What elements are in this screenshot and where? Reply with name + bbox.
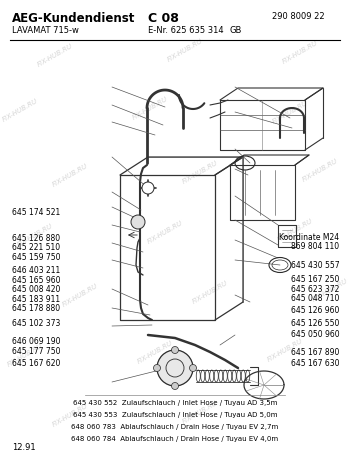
Text: 645 167 630: 645 167 630 [291,359,340,368]
Text: 645 623 372: 645 623 372 [291,285,340,294]
Text: 645 167 890: 645 167 890 [291,348,340,357]
Text: 869 804 110: 869 804 110 [291,242,340,251]
Text: FIX-HUB.RU: FIX-HUB.RU [51,402,89,428]
Text: GB: GB [230,26,242,35]
Text: AEG-Kundendienst: AEG-Kundendienst [12,12,135,25]
Text: 645 159 750: 645 159 750 [12,253,61,262]
Text: 645 126 960: 645 126 960 [291,306,340,315]
Text: 645 430 552  Zulaufschlauch / Inlet Hose / Tuyau AD 3,5m: 645 430 552 Zulaufschlauch / Inlet Hose … [73,400,277,406]
Text: 12.91: 12.91 [12,443,36,450]
Circle shape [157,350,193,386]
Text: FIX-HUB.RU: FIX-HUB.RU [146,219,184,245]
Text: C 08: C 08 [148,12,179,25]
Text: 646 403 211: 646 403 211 [12,266,61,275]
Circle shape [154,364,161,372]
Text: 645 430 553  Zulaufschlauch / Inlet Hose / Tuyau AD 5,0m: 645 430 553 Zulaufschlauch / Inlet Hose … [73,412,277,418]
Text: 645 126 880: 645 126 880 [12,234,60,243]
Text: FIX-HUB.RU: FIX-HUB.RU [301,158,339,183]
Text: 645 102 373: 645 102 373 [12,319,61,328]
Text: FIX-HUB.RU: FIX-HUB.RU [281,39,319,65]
Text: 646 069 190: 646 069 190 [12,337,61,346]
Text: FIX-HUB.RU: FIX-HUB.RU [61,282,99,308]
Text: FIX-HUB.RU: FIX-HUB.RU [16,222,54,248]
Text: LAVAMAT 715-w: LAVAMAT 715-w [12,26,79,35]
Text: 648 060 784  Ablaufschlauch / Drain Hose / Tuyau EV 4,0m: 648 060 784 Ablaufschlauch / Drain Hose … [71,436,279,442]
Text: 645 174 521: 645 174 521 [12,208,61,217]
Text: FIX-HUB.RU: FIX-HUB.RU [1,97,39,123]
Circle shape [172,346,178,354]
Text: 645 008 420: 645 008 420 [12,285,61,294]
Text: 645 178 880: 645 178 880 [12,304,60,313]
Text: FIX-HUB.RU: FIX-HUB.RU [271,99,309,125]
Text: 645 167 620: 645 167 620 [12,359,61,368]
Circle shape [172,382,178,390]
Text: FIX-HUB.RU: FIX-HUB.RU [276,217,314,243]
Text: Koordinate M24: Koordinate M24 [279,233,340,242]
Text: 645 050 960: 645 050 960 [291,330,340,339]
Text: 645 177 750: 645 177 750 [12,347,61,356]
Text: FIX-HUB.RU: FIX-HUB.RU [6,342,44,368]
Text: FIX-HUB.RU: FIX-HUB.RU [131,95,169,121]
Text: FIX-HUB.RU: FIX-HUB.RU [51,162,89,188]
Text: E-Nr. 625 635 314: E-Nr. 625 635 314 [148,26,224,35]
Circle shape [142,182,154,194]
Text: 645 126 550: 645 126 550 [291,319,340,328]
Text: 645 048 710: 645 048 710 [291,294,340,303]
Text: 645 183 911: 645 183 911 [12,295,60,304]
Text: FIX-HUB.RU: FIX-HUB.RU [136,339,174,365]
Circle shape [189,364,196,372]
Text: FIX-HUB.RU: FIX-HUB.RU [191,279,229,305]
Circle shape [131,215,145,229]
Text: 645 221 510: 645 221 510 [12,243,60,252]
Text: FIX-HUB.RU: FIX-HUB.RU [181,399,219,425]
Text: FIX-HUB.RU: FIX-HUB.RU [36,42,74,68]
Text: FIX-HUB.RU: FIX-HUB.RU [166,37,204,63]
Text: 648 060 783  Ablaufschlauch / Drain Hose / Tuyau EV 2,7m: 648 060 783 Ablaufschlauch / Drain Hose … [71,424,279,430]
Text: FIX-HUB.RU: FIX-HUB.RU [266,338,304,363]
Text: 645 165 960: 645 165 960 [12,276,61,285]
Text: FIX-HUB.RU: FIX-HUB.RU [181,159,219,184]
Text: 645 430 557: 645 430 557 [291,261,340,270]
Text: 645 167 250: 645 167 250 [291,275,340,284]
Text: 290 8009 22: 290 8009 22 [272,12,325,21]
Text: FIX-HUB.RU: FIX-HUB.RU [311,277,349,303]
